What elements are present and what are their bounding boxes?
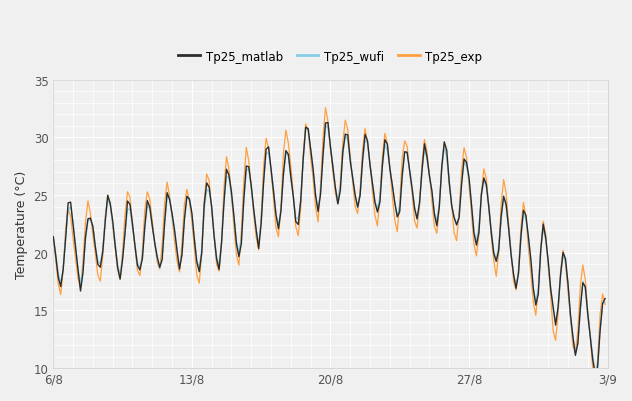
Tp25_wufi	[92, 245, 99, 249]
Tp25_matlab	[394, 230, 401, 235]
Tp25_wufi	[346, 157, 354, 162]
Y-axis label: Temperature (°C): Temperature (°C)	[15, 170, 28, 278]
Tp25_exp	[394, 215, 401, 220]
Tp25_wufi	[99, 247, 107, 252]
Tp25_exp	[346, 159, 354, 164]
Tp25_matlab	[592, 383, 599, 387]
Tp25_exp	[601, 296, 609, 301]
Tp25_wufi	[394, 213, 401, 218]
Line: Tp25_wufi: Tp25_wufi	[53, 126, 605, 373]
Tp25_matlab	[601, 302, 609, 307]
Tp25_exp	[49, 235, 57, 239]
Line: Tp25_exp: Tp25_exp	[53, 123, 605, 374]
Tp25_wufi	[171, 230, 178, 235]
Tp25_exp	[92, 245, 99, 250]
Tp25_exp	[171, 228, 178, 233]
Tp25_wufi	[49, 236, 57, 241]
Tp25_matlab	[171, 239, 178, 244]
Tp25_wufi	[592, 371, 599, 375]
Tp25_matlab	[589, 367, 597, 371]
Legend: Tp25_matlab, Tp25_wufi, Tp25_exp: Tp25_matlab, Tp25_wufi, Tp25_exp	[174, 46, 487, 68]
Line: Tp25_matlab: Tp25_matlab	[53, 108, 605, 385]
Tp25_matlab	[92, 252, 99, 257]
Tp25_matlab	[346, 154, 354, 159]
Tp25_exp	[99, 249, 107, 254]
Tp25_exp	[589, 357, 597, 362]
Tp25_exp	[324, 121, 332, 126]
Tp25_wufi	[589, 353, 597, 358]
Tp25_matlab	[49, 235, 57, 239]
Tp25_matlab	[322, 106, 329, 111]
Tp25_wufi	[322, 123, 329, 128]
Tp25_wufi	[601, 300, 609, 305]
Tp25_exp	[592, 372, 599, 377]
Tp25_matlab	[99, 254, 107, 259]
